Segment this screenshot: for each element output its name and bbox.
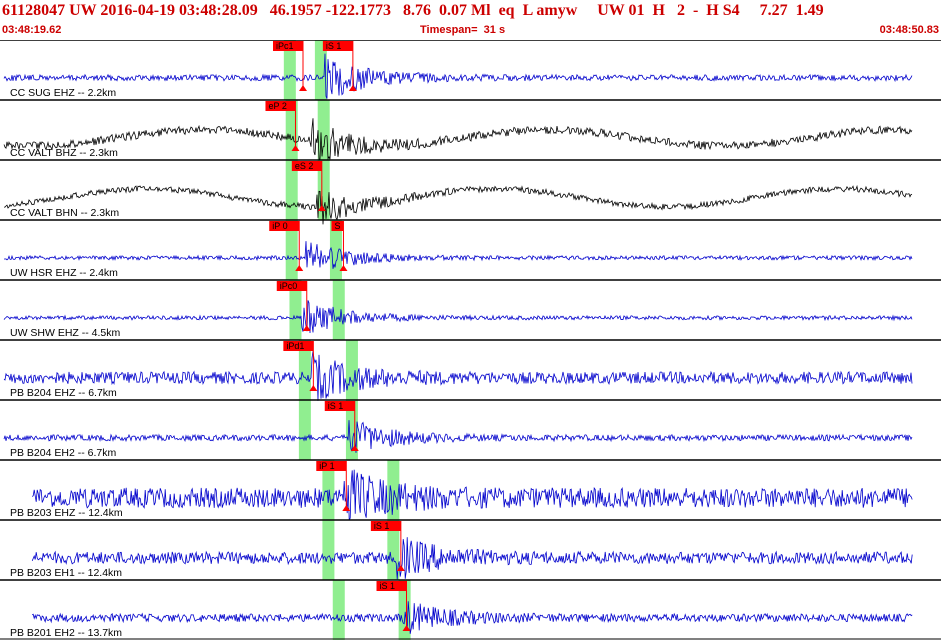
pick-marker	[299, 85, 308, 91]
pick-flag[interactable]	[322, 41, 353, 51]
waveform	[3, 351, 913, 401]
pick-flag[interactable]	[370, 521, 401, 531]
pick-marker	[342, 505, 351, 511]
pick-window	[285, 100, 298, 160]
pick-marker	[402, 625, 411, 631]
seismogram-panel[interactable]: CC SUG EHZ -- 2.2km iPc1 iS 1 CC VALT BHZ -…	[0, 40, 941, 640]
waveform	[3, 53, 913, 99]
end-time: 03:48:50.83	[879, 24, 939, 36]
pick-window	[285, 220, 298, 280]
pick-marker	[350, 445, 359, 451]
pick-label: iS 1	[328, 401, 344, 411]
pick-window	[283, 40, 296, 100]
pick-flag[interactable]	[265, 101, 296, 111]
station-label: PB B204 EHZ -- 6.7km	[10, 387, 117, 399]
pick-label: eS 2	[295, 161, 314, 171]
pick-label: iS 1	[380, 581, 396, 591]
waveform	[31, 537, 913, 580]
pick-label: iPc0	[280, 281, 298, 291]
pick-label: iP 0	[272, 221, 287, 231]
pick-flag[interactable]	[276, 281, 307, 291]
pick-label: iP 1	[319, 461, 334, 471]
trace-row[interactable]: UW SHW EHZ -- 4.5km iPc0	[0, 279, 941, 339]
pick-window	[322, 520, 335, 580]
pick-window	[332, 280, 345, 340]
station-label: PB B203 EHZ -- 12.4km	[10, 507, 123, 519]
station-label: CC VALT BHZ -- 2.3km	[10, 147, 118, 159]
trace-row[interactable]: UW HSR EHZ -- 2.4km iP 0 S	[0, 219, 941, 279]
trace-row[interactable]: CC VALT BHZ -- 2.3km eP 2	[0, 99, 941, 161]
pick-label: iS 1	[374, 521, 390, 531]
timespan-label[interactable]: Timespan= 31 s	[420, 24, 506, 36]
waveform	[4, 241, 913, 269]
pick-label: iS 1	[326, 41, 342, 51]
trace-row[interactable]: PB B203 EH1 -- 12.4km iS 1	[0, 519, 941, 580]
pick-window	[289, 280, 302, 340]
trace-row[interactable]: CC SUG EHZ -- 2.2km iPc1 iS 1	[0, 40, 941, 99]
pick-marker	[339, 265, 348, 271]
pick-flag[interactable]	[283, 341, 314, 351]
pick-window	[298, 340, 311, 400]
pick-marker	[295, 265, 304, 271]
trace-row[interactable]: CC VALT BHN -- 2.3km eS 2	[0, 159, 941, 225]
pick-label: S	[334, 221, 340, 231]
pick-flag[interactable]	[316, 461, 347, 471]
pick-flag[interactable]	[269, 221, 300, 231]
trace-row[interactable]: PB B204 EHZ -- 6.7km iPd1	[0, 339, 941, 401]
pick-flag[interactable]	[273, 41, 304, 51]
pick-window	[314, 40, 327, 100]
pick-label: iPc1	[276, 41, 294, 51]
pick-window	[345, 340, 358, 400]
pick-label: eP 2	[268, 101, 286, 111]
waveform	[31, 469, 913, 521]
trace-row[interactable]: PB B201 EH2 -- 13.7km iS 1	[0, 579, 941, 639]
pick-flag[interactable]	[324, 401, 355, 411]
pick-marker	[302, 325, 311, 331]
station-label: PB B203 EH1 -- 12.4km	[10, 567, 122, 579]
trace-row[interactable]: PB B204 EH2 -- 6.7km iS 1	[0, 399, 941, 459]
waveform	[4, 184, 913, 225]
station-label: PB B204 EH2 -- 6.7km	[10, 447, 116, 459]
pick-window	[332, 580, 345, 640]
pick-marker	[396, 565, 405, 571]
pick-marker	[317, 205, 326, 211]
trace-row[interactable]: PB B203 EHZ -- 12.4km iP 1	[0, 459, 941, 521]
event-header: 61128047 UW 2016-04-19 03:48:28.09 46.19…	[0, 0, 941, 40]
pick-marker	[291, 145, 300, 151]
pick-marker	[309, 385, 318, 391]
pick-window	[298, 400, 311, 460]
station-label: PB B201 EH2 -- 13.7km	[10, 627, 122, 639]
event-summary: 61128047 UW 2016-04-19 03:48:28.09 46.19…	[2, 2, 824, 19]
station-label: CC SUG EHZ -- 2.2km	[10, 87, 116, 99]
pick-flag[interactable]	[376, 581, 407, 591]
pick-flag[interactable]	[331, 221, 344, 231]
pick-label: iPd1	[286, 341, 304, 351]
pick-window	[387, 460, 400, 520]
waveform	[3, 420, 913, 453]
pick-marker	[348, 85, 357, 91]
waveform	[3, 118, 913, 161]
waveform	[3, 300, 913, 334]
station-label: UW HSR EHZ -- 2.4km	[10, 267, 118, 279]
waveform	[31, 601, 913, 634]
station-label: UW SHW EHZ -- 4.5km	[10, 327, 120, 339]
start-time: 03:48:19.62	[2, 24, 62, 36]
pick-flag[interactable]	[291, 161, 322, 171]
station-label: CC VALT BHN -- 2.3km	[10, 207, 119, 219]
